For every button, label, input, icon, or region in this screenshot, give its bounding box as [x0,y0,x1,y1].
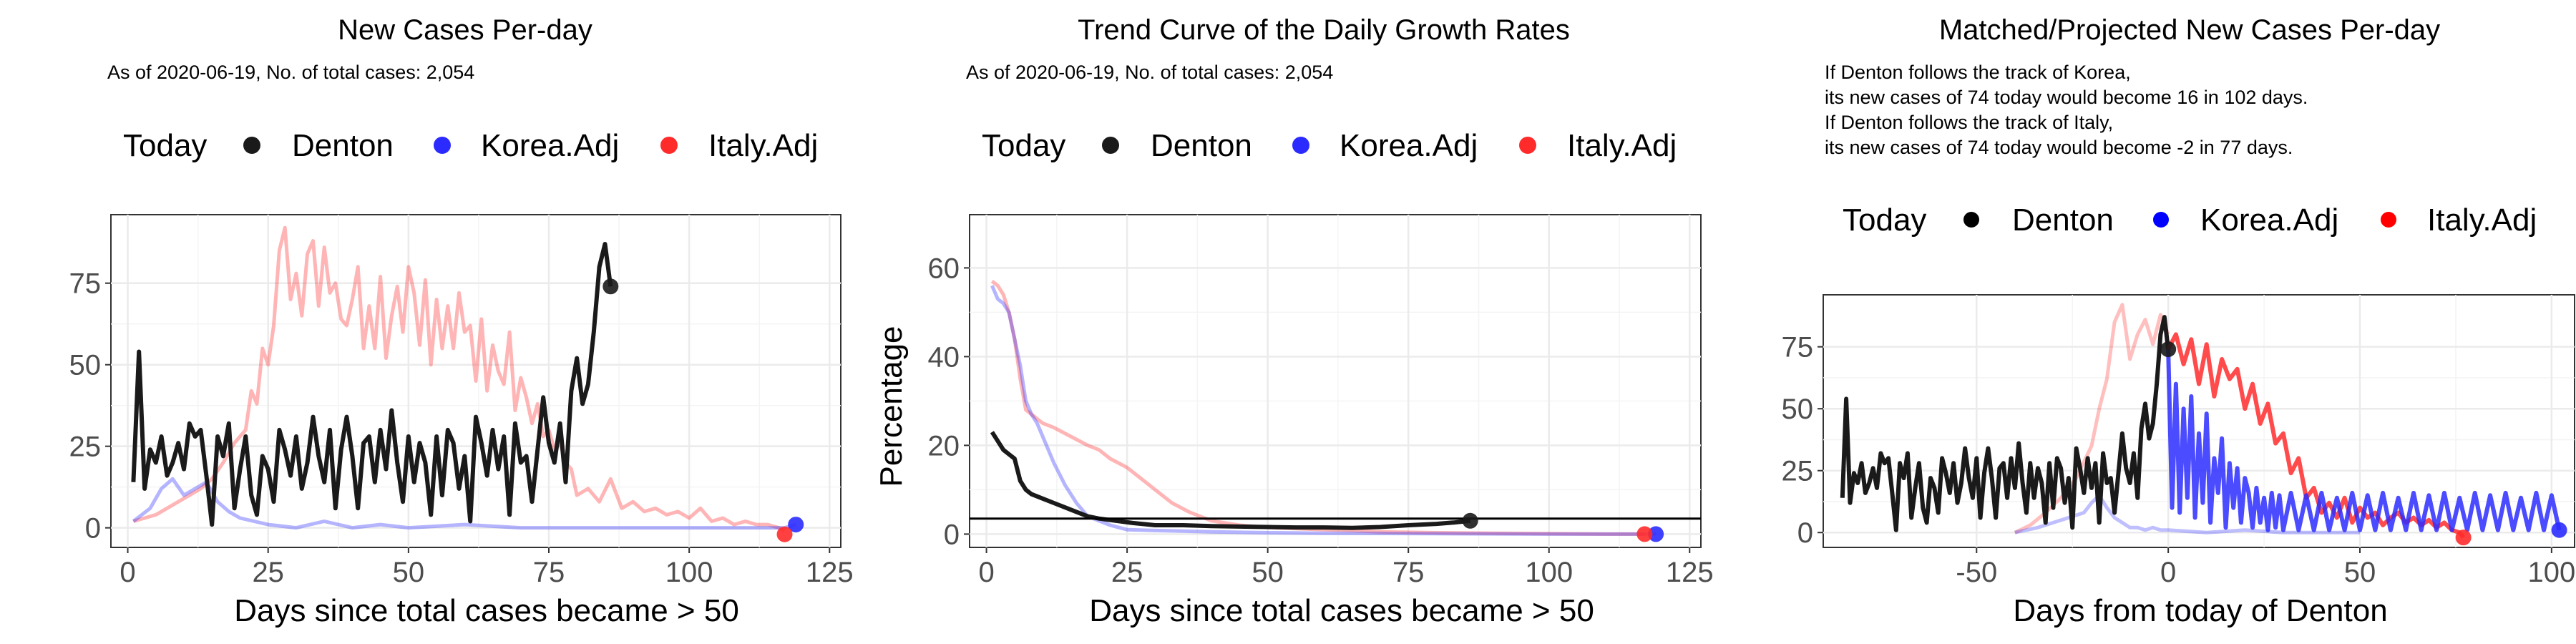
panel-2-legend-denton-key [1102,137,1119,154]
panel-1-x-axis-label: Days since total cases became > 50 [234,593,739,628]
panel-2-legend-italy: Italy.Adj [1567,128,1677,163]
panel-3-subtitle-line-4: its new cases of 74 today would become -… [1825,137,2293,158]
x-tick-label: 75 [533,557,565,588]
panel-1-legend-title: Today [123,128,207,163]
panel-2-title: Trend Curve of the Daily Growth Rates [1078,14,1570,46]
panel-2-legend-korea: Korea.Adj [1340,128,1478,163]
today-point-denton [1462,512,1478,529]
today-point-denton [602,278,619,295]
series-line-italy-adj [990,280,1645,536]
x-tick-label: 75 [1392,557,1425,588]
panel-2-legend-korea-key [1292,137,1309,154]
y-tick-label: 25 [1782,456,1814,487]
panel-3-subtitle-line-3: If Denton follows the track of Italy, [1825,112,2113,133]
panel-1-title: New Cases Per-day [338,14,592,46]
today-point-italy-adj [776,526,793,542]
x-tick-label: 50 [393,557,425,588]
panel-3-legend-title: Today [1843,203,1926,238]
panel-3-subtitle-line-2: its new cases of 74 today would become 1… [1825,87,2308,108]
x-tick-label: 0 [2160,557,2176,588]
plot-panel-background [1823,294,2575,548]
panel-1-subtitle: As of 2020-06-19, No. of total cases: 2,… [107,62,474,83]
panel-1-legend-korea-key [434,137,451,154]
x-tick-label: 0 [978,557,994,588]
panel-3-legend-italy-key [2381,212,2396,228]
y-tick-label: 0 [85,513,101,545]
x-tick-label: 0 [119,557,135,588]
plot-panel-background [969,214,1702,548]
y-tick-label: 75 [1782,332,1814,364]
panel-3-legend-italy: Italy.Adj [2427,203,2537,238]
y-tick-label: 40 [928,341,960,373]
panel-3-subtitle-line-1: If Denton follows the track of Korea, [1825,62,2131,83]
panel-3-plot: -50 0 50 100 0 25 50 75 Days from today of Dento… [1782,294,2575,628]
panel-1-legend-korea: Korea.Adj [481,128,619,163]
x-tick-label: 125 [1666,557,1714,588]
panel-1-plot: 0 25 50 75 100 125 0 25 50 75 Days since total cas… [69,214,854,628]
panel-1-legend-denton: Denton [292,128,394,163]
y-tick-label: 50 [69,350,102,381]
today-point-italy-adj [2455,530,2472,546]
panel-3-x-axis-label: Days from today of Denton [2013,593,2387,628]
panel-2-legend-italy-key [1519,137,1536,154]
panel-3-legend-denton-key [1963,212,1979,228]
today-point-korea-adj [1648,526,1664,542]
today-point-korea-adj [788,517,804,533]
series-line-korea-adj [132,477,796,530]
series-line-denton [131,242,613,527]
x-tick-label: 100 [2527,557,2575,588]
y-tick-label: 60 [928,253,960,284]
panel-3-title: Matched/Projected New Cases Per-day [1939,14,2440,46]
series-line-korea-adj [990,285,1657,536]
x-tick-label: 25 [252,557,284,588]
panel-2-subtitle: As of 2020-06-19, No. of total cases: 2,… [966,62,1333,83]
panel-3-legend-korea: Korea.Adj [2200,203,2338,238]
x-tick-label: -50 [1956,557,1997,588]
panel-1-header: New Cases Per-day As of 2020-06-19, No. … [107,14,818,163]
today-point-denton [2160,341,2177,358]
series-line-denton [1840,315,2171,532]
panel-2-legend-denton: Denton [1151,128,1252,163]
x-tick-label: 125 [806,557,854,588]
x-tick-label: 100 [665,557,713,588]
x-tick-label: 50 [2344,557,2376,588]
x-tick-label: 25 [1111,557,1143,588]
panel-2-legend-title: Today [982,128,1065,163]
y-tick-label: 25 [69,431,102,463]
series-line-italy-adj [132,225,786,533]
y-tick-label: 0 [1797,517,1813,549]
x-tick-label: 100 [1525,557,1573,588]
panel-2-y-axis-label: Percentage [874,326,909,487]
panel-2-header: Trend Curve of the Daily Growth Rates As… [966,14,1677,163]
y-tick-label: 50 [1782,394,1814,425]
series-line-denton [990,431,1471,530]
panel-1-legend-italy-key [660,137,678,154]
panel-1-legend-italy: Italy.Adj [708,128,818,163]
panel-1-legend-denton-key [243,137,260,154]
series-line-korea-adj [2166,349,2562,532]
panel-3-header: Matched/Projected New Cases Per-day If D… [1825,14,2537,238]
panel-3-legend-denton: Denton [2012,203,2114,238]
y-tick-label: 75 [69,268,102,300]
x-tick-label: 50 [1252,557,1284,588]
today-point-italy-adj [1636,526,1653,542]
panel-2-plot: 0 25 50 75 100 125 0 20 40 60 Days since total cas… [874,214,1714,628]
today-point-korea-adj [2551,522,2567,538]
panel-2-x-axis-label: Days since total cases became > 50 [1089,593,1594,628]
panel-3-legend-korea-key [2153,212,2169,228]
y-tick-label: 0 [944,519,960,550]
y-tick-label: 20 [928,430,960,462]
